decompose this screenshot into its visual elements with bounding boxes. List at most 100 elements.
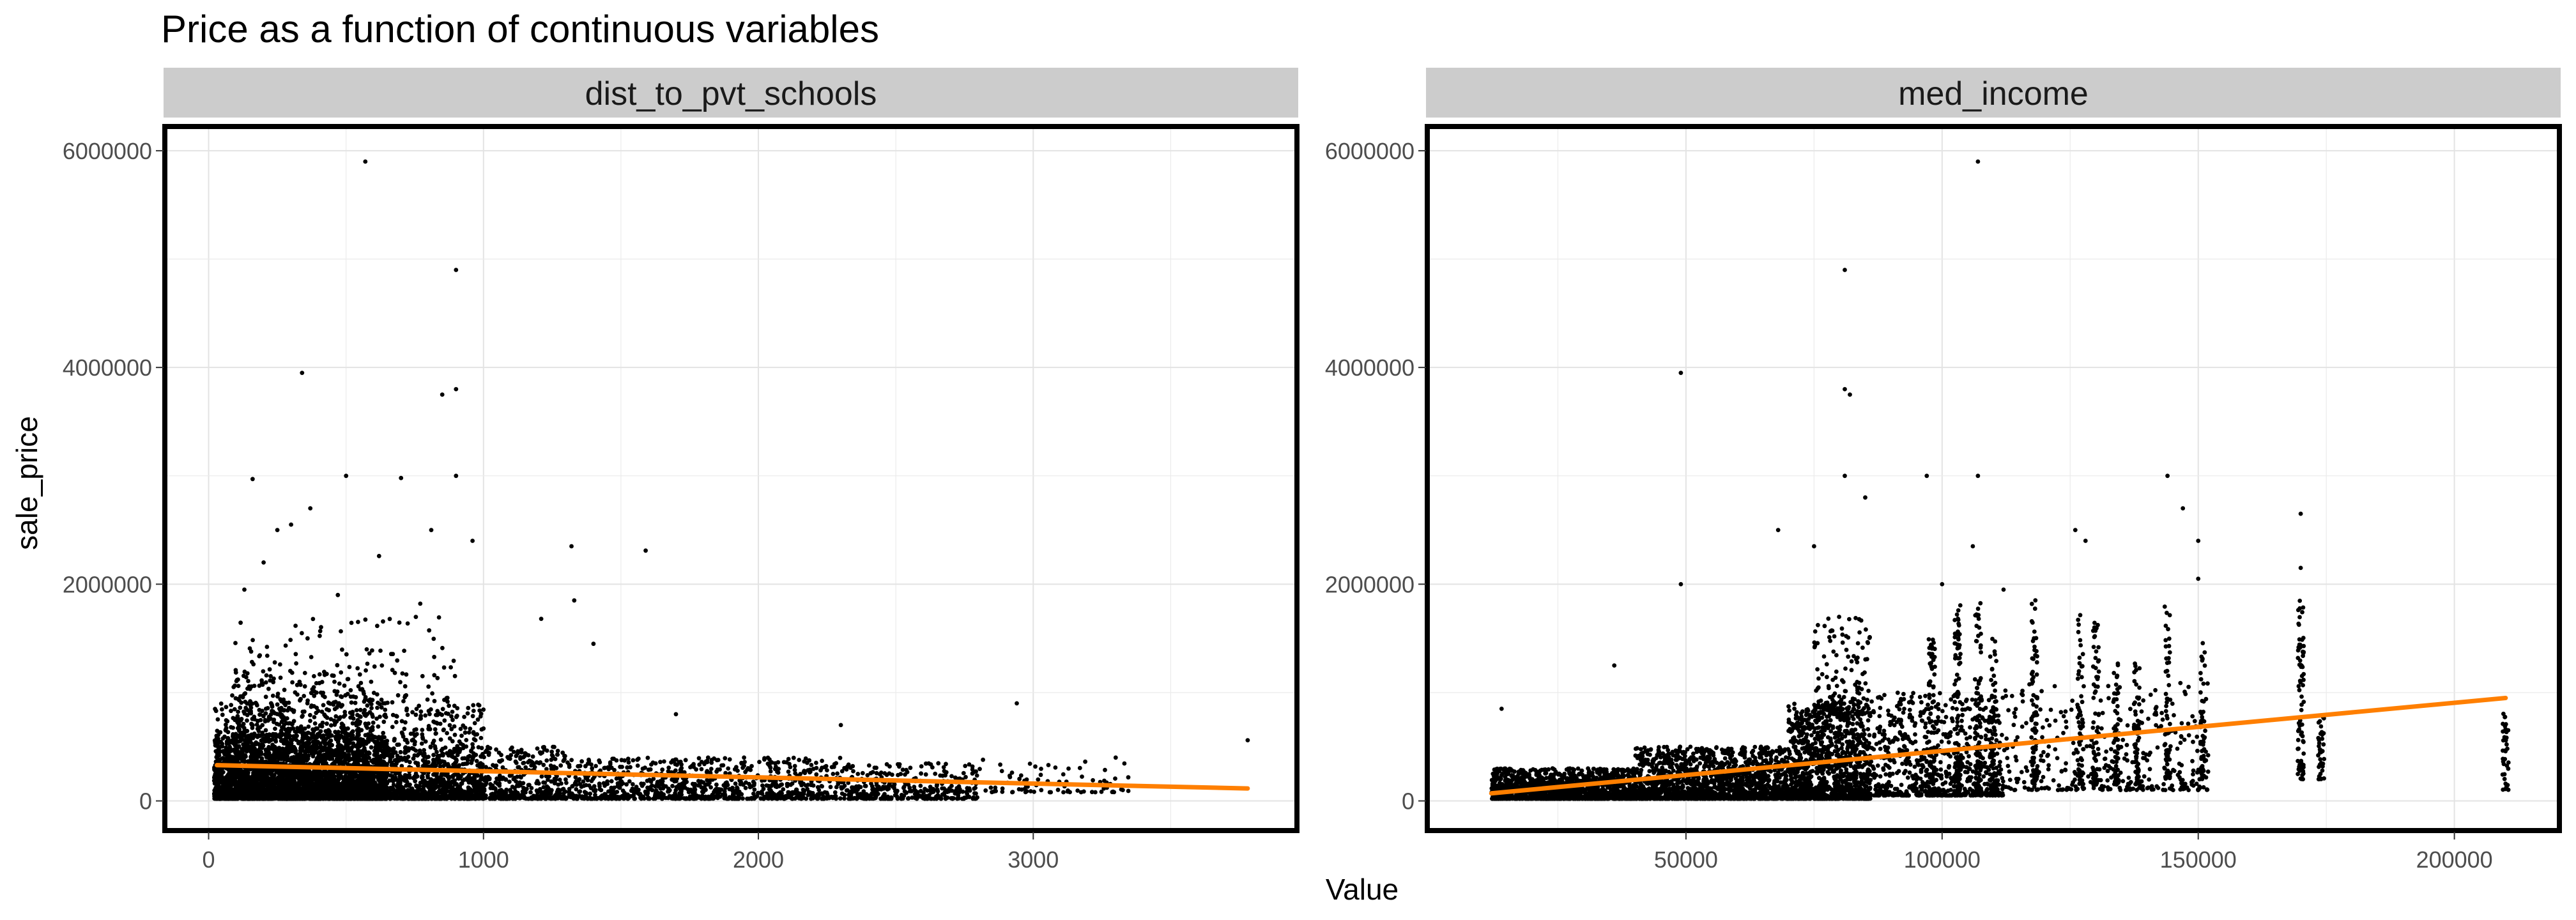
scatter-point — [471, 709, 476, 713]
scatter-point — [467, 755, 471, 759]
scatter-point — [408, 782, 412, 787]
scatter-point — [388, 756, 393, 762]
scatter-point — [411, 756, 416, 761]
scatter-point — [404, 773, 409, 778]
scatter-point — [286, 745, 291, 750]
scatter-point — [399, 730, 404, 735]
scatter-point — [321, 753, 326, 758]
scatter-point — [513, 759, 518, 764]
scatter-point — [459, 733, 464, 738]
scatter-point — [383, 707, 388, 712]
scatter-point — [302, 780, 307, 785]
scatter-point — [514, 779, 518, 784]
scatter-point — [215, 717, 220, 722]
scatter-point — [213, 709, 218, 714]
scatter-point — [405, 712, 410, 717]
scatter-point — [356, 741, 361, 746]
scatter-point — [379, 772, 384, 777]
scatter-point — [312, 721, 318, 726]
scatter-point — [515, 751, 520, 756]
scatter-point — [473, 738, 478, 742]
scatter-point — [225, 736, 230, 740]
scatter-point — [477, 703, 482, 708]
scatter-point — [337, 760, 342, 765]
scatter-point — [535, 779, 540, 783]
scatter-point — [381, 730, 386, 735]
scatter-point — [343, 777, 348, 781]
scatter-point — [420, 790, 425, 795]
scatter-point — [257, 746, 263, 750]
scatter-point — [344, 787, 349, 792]
scatter-point — [481, 726, 486, 731]
scatter-point — [397, 742, 401, 747]
facet-strip-dist-to-pvt-schools — [164, 68, 1298, 118]
scatter-point — [286, 758, 291, 763]
scatter-point — [358, 707, 363, 712]
scatter-point — [493, 780, 498, 785]
scatter-point — [220, 707, 224, 712]
scatter-point — [441, 727, 446, 732]
scatter-point — [434, 731, 438, 736]
scatter-point — [250, 777, 255, 781]
scatter-point — [552, 744, 556, 749]
scatter-point — [283, 749, 288, 754]
scatter-point — [447, 703, 451, 709]
scatter-point — [385, 746, 390, 751]
scatter-point — [330, 742, 334, 747]
scatter-point — [521, 760, 526, 765]
scatter-point — [306, 749, 311, 754]
scatter-point — [308, 718, 312, 723]
scatter-point — [226, 741, 231, 746]
scatter-point — [231, 740, 236, 746]
scatter-point — [412, 728, 417, 732]
facet-panel-dist-to-pvt-schools: dist_to_pvt_schools 02000000400000060000… — [63, 68, 1300, 873]
scatter-point — [229, 703, 234, 707]
scatter-point — [486, 746, 491, 751]
scatter-point — [426, 709, 431, 714]
scatter-point — [419, 741, 424, 746]
scatter-point — [233, 783, 238, 788]
scatter-point — [213, 749, 218, 754]
scatter-point — [271, 775, 276, 780]
scatter-point — [470, 714, 475, 719]
scatter-point — [279, 756, 284, 761]
scatter-point — [230, 759, 235, 764]
scatter-point — [340, 750, 345, 755]
scatter-point — [526, 753, 531, 758]
scatter-point — [399, 719, 404, 724]
scatter-point — [432, 720, 437, 724]
scatter-point — [390, 748, 395, 753]
scatter-point — [374, 716, 379, 721]
scatter-point — [392, 738, 397, 743]
scatter-point — [346, 753, 351, 758]
scatter-point — [277, 753, 282, 757]
scatter-point — [445, 751, 449, 756]
scatter-point — [218, 730, 223, 735]
scatter-point — [412, 742, 417, 747]
scatter-point — [348, 748, 353, 753]
scatter-point — [465, 711, 470, 716]
scatter-point — [284, 739, 289, 744]
scatter-point — [411, 737, 416, 742]
scatter-point — [342, 760, 348, 765]
scatter-point — [417, 703, 422, 709]
scatter-point — [471, 730, 476, 735]
scatter-point — [427, 726, 433, 732]
scatter-point — [440, 707, 445, 712]
scatter-point — [394, 714, 399, 718]
scatter-point — [420, 732, 425, 737]
scatter-point — [314, 777, 319, 782]
scatter-point — [364, 778, 369, 783]
scatter-point — [371, 720, 376, 725]
scatter-point — [457, 739, 462, 744]
scatter-point — [405, 740, 410, 745]
scatter-point — [339, 785, 344, 790]
scatter-point — [273, 726, 277, 731]
scatter-point — [216, 736, 220, 741]
scatter-point — [541, 780, 546, 785]
scatter-point — [413, 748, 418, 753]
scatter-point — [463, 730, 468, 735]
scatter-point — [417, 748, 422, 753]
scatter-point — [225, 719, 230, 724]
scatter-point — [310, 774, 314, 779]
